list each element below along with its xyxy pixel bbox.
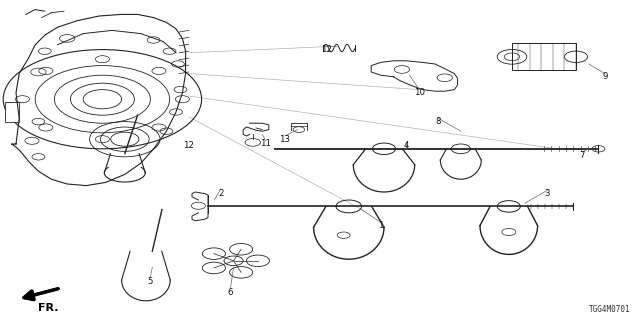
Text: 10: 10 [413,88,425,97]
Text: 1: 1 [378,221,383,230]
Text: 5: 5 [148,277,153,286]
Text: 11: 11 [260,140,271,148]
Text: 2: 2 [218,189,223,198]
Text: 12: 12 [183,141,195,150]
Text: 3: 3 [545,189,550,198]
Text: 8: 8 [436,117,441,126]
Bar [512,43,576,70]
Text: 13: 13 [279,135,291,144]
Text: 6: 6 [228,288,233,297]
Text: 9: 9 [602,72,607,81]
Bar [5,102,19,122]
Text: 12: 12 [321,45,332,54]
Text: 7: 7 [580,151,585,160]
Text: TGG4M0701: TGG4M0701 [589,305,630,314]
Text: 4: 4 [404,141,409,150]
Text: FR.: FR. [38,303,58,313]
